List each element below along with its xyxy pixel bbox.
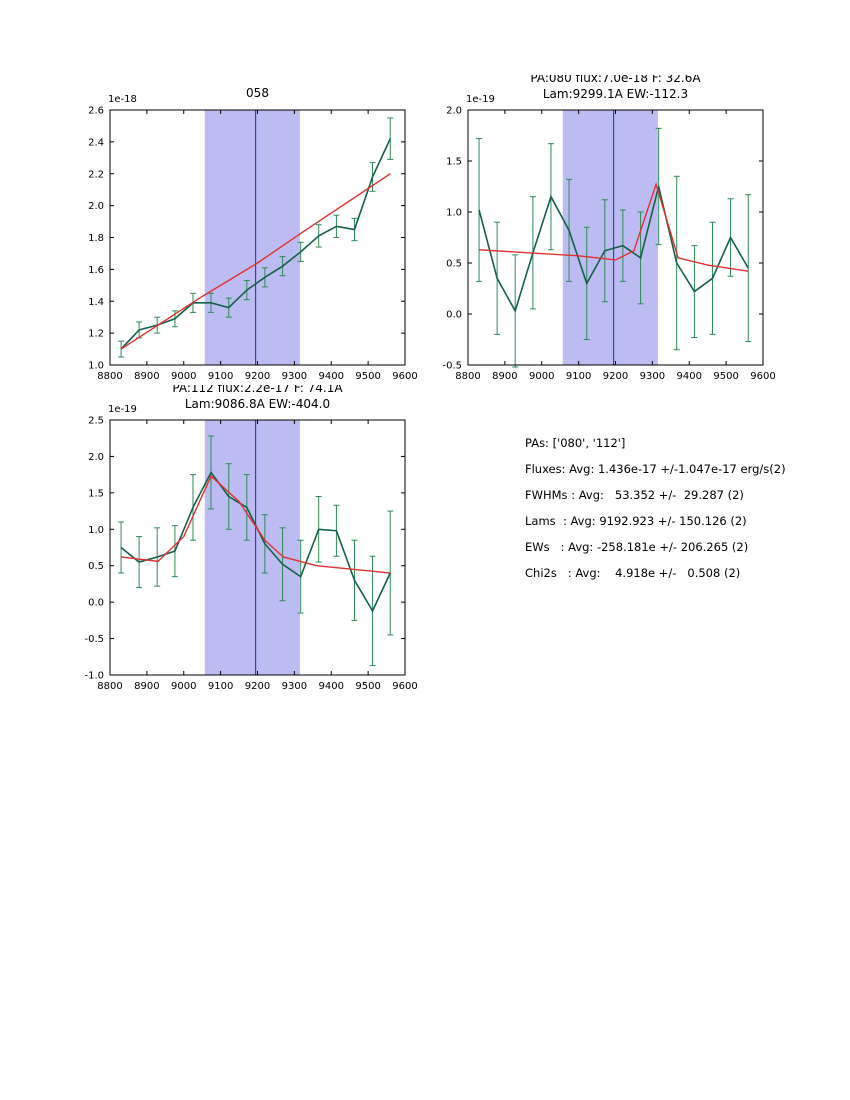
x-tick-label: 9400 — [677, 371, 702, 382]
x-tick-label: 8900 — [492, 371, 517, 382]
y-tick-label: 2.5 — [88, 416, 104, 427]
x-tick-label: 9600 — [392, 681, 417, 692]
fit-line — [479, 182, 749, 272]
x-tick-label: 9100 — [208, 371, 233, 382]
chart-title-line: PA:112 flux:2.2e-17 F: 74.1A — [172, 385, 343, 395]
x-tick-label: 9500 — [355, 371, 380, 382]
y-tick-label: 2.0 — [446, 106, 462, 117]
x-tick-label: 9500 — [713, 371, 738, 382]
x-tick-label: 9100 — [566, 371, 591, 382]
x-tick-label: 9500 — [355, 681, 380, 692]
stats-line-chi2s: Chi2s : Avg: 4.918e +/- 0.508 (2) — [525, 566, 741, 580]
plot-pa-080: 8800 8900 9000 9100 9200 9300 9400 9500 9600 -0.5… — [418, 71, 778, 394]
y-tick-label: 1.0 — [88, 525, 104, 536]
x-tick-label: 9400 — [319, 681, 344, 692]
x-tick-label: 8800 — [455, 371, 480, 382]
x-tick-label: 8800 — [97, 681, 122, 692]
x-tick-label: 9300 — [640, 371, 665, 382]
stats-line-fwhms: FWHMs : Avg: 53.352 +/- 29.287 (2) — [525, 488, 744, 502]
y-tick-label: 1.5 — [446, 157, 462, 168]
y-tick-label: 1.8 — [88, 233, 104, 244]
highlight-band — [204, 110, 300, 365]
y-axis-offset-label: 1e-18 — [108, 94, 137, 105]
y-tick-label: 0.0 — [88, 598, 104, 609]
x-tick-label: 9000 — [171, 681, 196, 692]
x-tick-label: 9200 — [603, 371, 628, 382]
x-tick-label: 9600 — [750, 371, 775, 382]
x-tick-label: 9200 — [245, 371, 270, 382]
chart-title-line: Lam:9299.1A EW:-112.3 — [543, 87, 688, 101]
x-tick-label: 8800 — [97, 371, 122, 382]
stats-line-pas: PAs: ['080', '112'] — [525, 436, 626, 450]
y-tick-label: -1.0 — [84, 671, 104, 682]
y-tick-label: 1.0 — [88, 361, 104, 372]
chart-title-line: PA:080 flux:7.0e-18 F: 32.6A — [530, 75, 701, 85]
y-tick-label: 1.0 — [446, 208, 462, 219]
y-tick-label: -0.5 — [442, 361, 462, 372]
y-tick-label: 1.2 — [88, 329, 104, 340]
stats-line-lams: Lams : Avg: 9192.923 +/- 150.126 (2) — [525, 514, 747, 528]
x-tick-label: 9300 — [282, 371, 307, 382]
y-tick-label: 0.0 — [446, 310, 462, 321]
y-tick-label: 1.4 — [88, 297, 104, 308]
y-tick-label: 2.0 — [88, 201, 104, 212]
y-tick-label: 0.5 — [88, 561, 104, 572]
chart-058-svg: 8800 8900 9000 9100 9200 9300 9400 9500 9600 1.0 1… — [88, 86, 418, 382]
x-tick-label: 9200 — [245, 681, 270, 692]
spectrum-line — [120, 138, 391, 350]
x-tick-label: 9600 — [392, 371, 417, 382]
stats-line-ews: EWs : Avg: -258.181e +/- 206.265 (2) — [525, 540, 749, 554]
x-tick-label: 9000 — [529, 371, 554, 382]
highlight-band — [562, 110, 658, 365]
x-tick-label: 8900 — [134, 371, 159, 382]
fit-line — [120, 474, 391, 574]
x-tick-label: 9100 — [208, 681, 233, 692]
stats-line-fluxes: Fluxes: Avg: 1.436e-17 +/-1.047e-17 erg/… — [525, 462, 786, 476]
y-tick-label: 0.5 — [446, 259, 462, 270]
y-tick-label: 1.5 — [88, 488, 104, 499]
error-bar — [476, 138, 483, 282]
y-tick-label: -0.5 — [84, 634, 104, 645]
highlight-band — [204, 420, 300, 675]
x-tick-label: 8900 — [134, 681, 159, 692]
y-axis-offset-label: 1e-19 — [466, 94, 495, 105]
plot-pa-112: 8800 8900 9000 9100 9200 9300 9400 9500 9600 -1.0… — [60, 381, 420, 704]
chart-pa112-svg: 8800 8900 9000 9100 9200 9300 9400 9500 9600 -1.0… — [84, 381, 417, 692]
stats-panel: PAs: ['080', '112'] Fluxes: Avg: 1.436e-… — [525, 430, 786, 586]
chart-pa080-svg: 8800 8900 9000 9100 9200 9300 9400 9500 9600 -0.5… — [442, 71, 775, 382]
fit-line — [120, 173, 391, 350]
x-tick-label: 9400 — [319, 371, 344, 382]
y-axis-offset-label: 1e-19 — [108, 404, 137, 415]
y-tick-label: 2.0 — [88, 452, 104, 463]
chart-title-line: 058 — [246, 86, 269, 100]
x-tick-label: 9300 — [282, 681, 307, 692]
plot-object-058: 8800 8900 9000 9100 9200 9300 9400 9500 9600 1.0 1… — [60, 75, 420, 394]
x-tick-label: 9000 — [171, 371, 196, 382]
y-tick-label: 2.2 — [88, 169, 104, 180]
y-tick-label: 2.6 — [88, 106, 104, 117]
chart-title-line: Lam:9086.8A EW:-404.0 — [185, 397, 330, 411]
y-tick-label: 1.6 — [88, 265, 104, 276]
spectrum-line — [478, 186, 749, 313]
y-tick-label: 2.4 — [88, 137, 104, 148]
